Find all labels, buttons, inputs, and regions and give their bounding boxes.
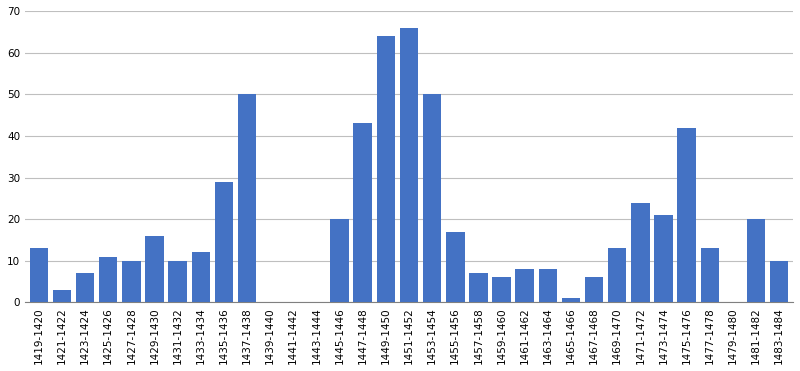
Bar [446, 232, 465, 302]
Bar [191, 253, 210, 302]
Bar [122, 261, 141, 302]
Bar [30, 248, 48, 302]
Bar [168, 261, 187, 302]
Bar [608, 248, 626, 302]
Bar [538, 269, 557, 302]
Bar [678, 128, 696, 302]
Bar [701, 248, 719, 302]
Bar [99, 257, 118, 302]
Bar [631, 203, 650, 302]
Bar [53, 290, 71, 302]
Bar [654, 215, 673, 302]
Bar [585, 278, 603, 302]
Bar [238, 94, 256, 302]
Bar [330, 219, 349, 302]
Bar [469, 273, 488, 302]
Bar [214, 182, 233, 302]
Bar [76, 273, 94, 302]
Bar [377, 36, 395, 302]
Bar [354, 124, 372, 302]
Bar [492, 278, 510, 302]
Bar [515, 269, 534, 302]
Bar [423, 94, 442, 302]
Bar [400, 27, 418, 302]
Bar [770, 261, 789, 302]
Bar [146, 236, 164, 302]
Bar [562, 298, 580, 302]
Bar [746, 219, 766, 302]
